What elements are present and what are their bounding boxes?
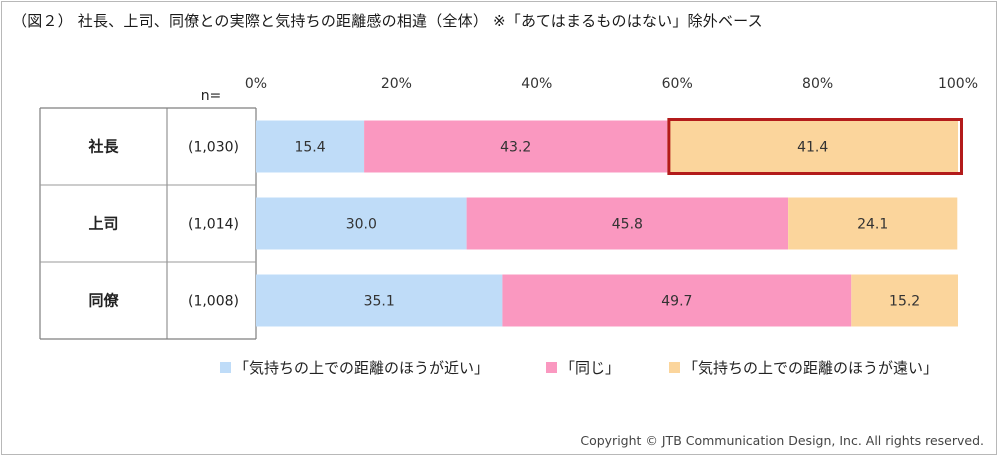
bar-segment <box>256 120 365 173</box>
x-tick-label: 0% <box>245 76 267 92</box>
legend-label: 「気持ちの上での距離のほうが遠い」 <box>683 359 938 377</box>
sample-size-label: (1,030) <box>188 140 239 156</box>
bar-segment <box>256 274 503 327</box>
category-label: 社長 <box>87 138 119 156</box>
legend-swatch <box>220 362 231 373</box>
sample-size-label: (1,014) <box>188 217 239 233</box>
legend-swatch <box>546 362 557 373</box>
x-tick-label: 20% <box>381 76 412 92</box>
legend-label: 「気持ちの上での距離のほうが近い」 <box>234 359 489 377</box>
bar-segment <box>256 197 467 250</box>
data-label: 35.1 <box>364 294 395 310</box>
highlight-box <box>667 118 963 175</box>
data-label: 15.4 <box>294 140 325 156</box>
copyright-notice: Copyright © JTB Communication Design, In… <box>580 433 984 448</box>
data-label: 45.8 <box>612 217 643 233</box>
n-label: n= <box>201 88 222 104</box>
bar-segment <box>667 120 958 173</box>
data-label: 30.0 <box>346 217 377 233</box>
legend-label: 「同じ」 <box>560 359 620 377</box>
sample-size-label: (1,008) <box>188 294 239 310</box>
data-label: 41.4 <box>797 140 828 156</box>
data-label: 15.2 <box>889 294 920 310</box>
x-tick-label: 80% <box>802 76 833 92</box>
bar-segment <box>851 274 958 327</box>
data-label: 43.2 <box>500 140 531 156</box>
legend-swatch <box>669 362 680 373</box>
x-tick-label: 60% <box>662 76 693 92</box>
x-tick-label: 40% <box>521 76 552 92</box>
chart-title: （図２） 社長、上司、同僚との実際と気持ちの距離感の相違（全体） ※「あてはまる… <box>12 12 763 30</box>
x-tick-label: 100% <box>938 76 978 92</box>
bar-segment <box>788 197 958 250</box>
bar-segment <box>466 197 789 250</box>
bar-segment <box>364 120 668 173</box>
data-label: 24.1 <box>857 217 888 233</box>
data-label: 49.7 <box>661 294 692 310</box>
category-label: 同僚 <box>88 292 119 310</box>
bar-segment <box>502 274 852 327</box>
category-label: 上司 <box>88 215 118 233</box>
